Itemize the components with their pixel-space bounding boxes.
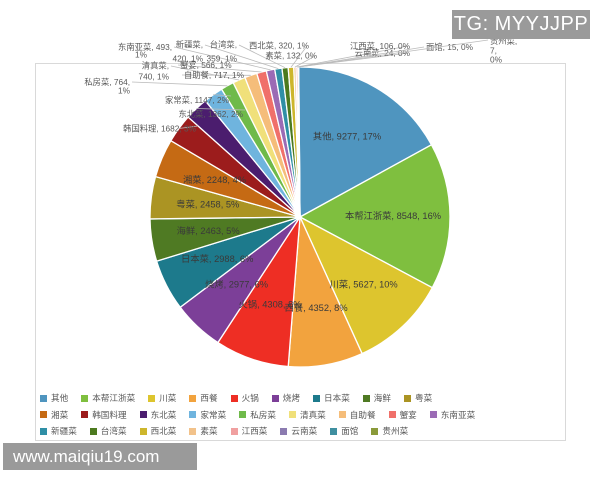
svg-text:新疆菜,: 新疆菜, [176,39,203,49]
svg-text:台湾菜,: 台湾菜, [210,39,237,49]
svg-text:自助餐, 717, 1%: 自助餐, 717, 1% [184,70,245,80]
svg-text:其他, 9277, 17%: 其他, 9277, 17% [313,130,381,141]
svg-text:420, 1%: 420, 1% [173,53,204,63]
svg-text:0%: 0% [490,55,503,65]
svg-text:海鲜, 2463, 5%: 海鲜, 2463, 5% [177,225,240,236]
svg-text:面馆, 15, 0%: 面馆, 15, 0% [426,42,474,52]
svg-text:烧烤, 2977, 6%: 烧烤, 2977, 6% [205,278,268,289]
svg-text:粤菜, 2458, 5%: 粤菜, 2458, 5% [176,198,239,209]
svg-text:1%: 1% [135,50,148,60]
svg-text:家常菜, 1147, 2%: 家常菜, 1147, 2% [165,95,230,105]
svg-text:东北菜, 1362, 2%: 东北菜, 1362, 2% [178,109,243,119]
svg-text:川菜, 5627, 10%: 川菜, 5627, 10% [329,278,397,289]
svg-text:湘菜, 2248, 4%: 湘菜, 2248, 4% [183,174,246,185]
svg-text:火锅, 4308, 8%: 火锅, 4308, 8% [238,299,301,309]
svg-text:素菜, 132, 0%: 素菜, 132, 0% [265,51,317,61]
svg-text:359, 1%: 359, 1% [207,53,238,63]
svg-text:清真菜,: 清真菜, [142,60,169,70]
svg-text:740, 1%: 740, 1% [139,72,170,82]
svg-text:1%: 1% [118,86,131,96]
svg-text:韩国料理, 1682, 3%: 韩国料理, 1682, 3% [123,124,196,134]
svg-text:西北菜, 320, 1%: 西北菜, 320, 1% [249,41,310,51]
svg-text:日本菜, 2988, 6%: 日本菜, 2988, 6% [181,253,253,264]
svg-text:本帮江浙菜, 8548, 16%: 本帮江浙菜, 8548, 16% [345,210,441,221]
